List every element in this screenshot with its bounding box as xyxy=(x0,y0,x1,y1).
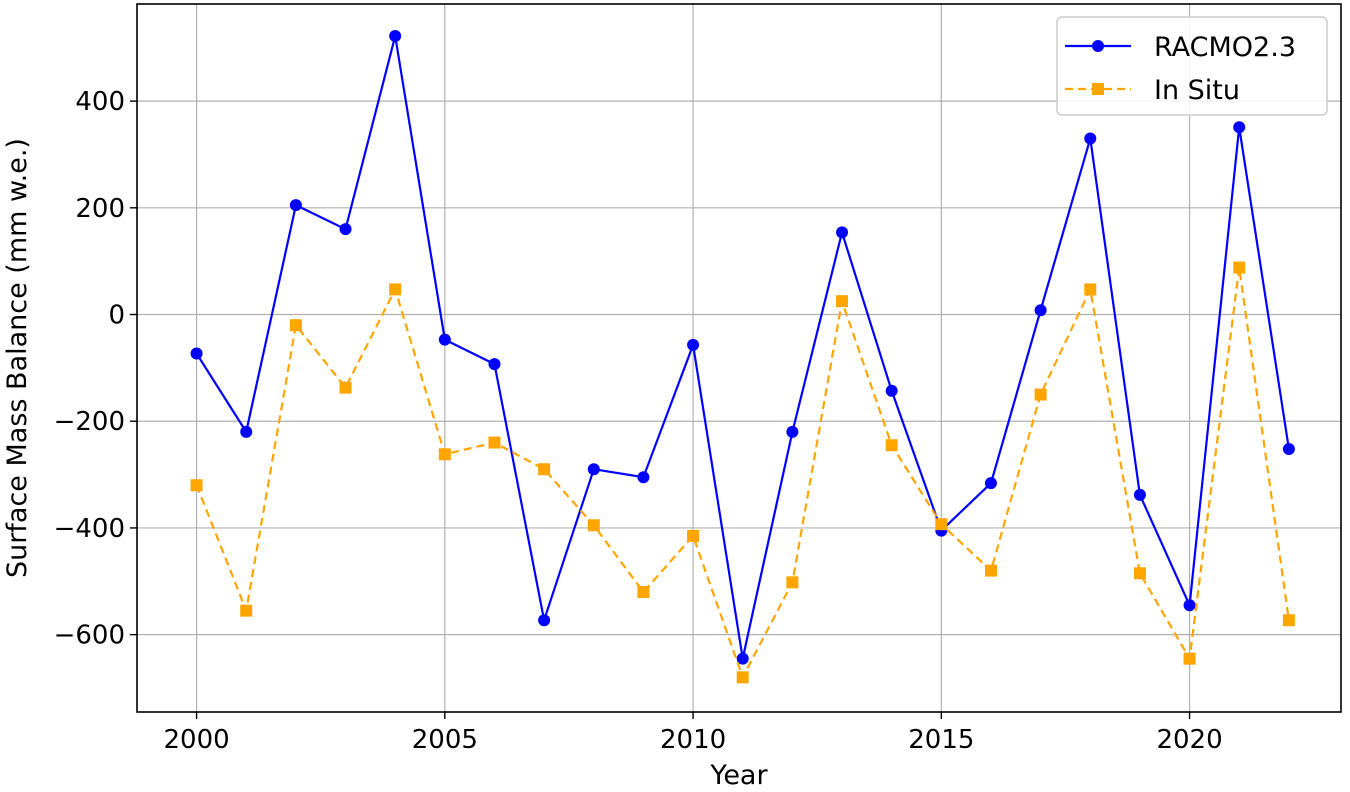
data-point xyxy=(1233,121,1246,134)
data-point xyxy=(587,463,600,476)
data-point xyxy=(587,519,600,532)
legend-marker xyxy=(1092,40,1104,52)
y-tick-label: −200 xyxy=(54,407,125,437)
y-axis-ticks: −600 −400 −200 0 200 400 xyxy=(54,87,137,651)
legend: RACMO2.3 In Situ xyxy=(1056,16,1328,116)
data-point xyxy=(637,471,650,484)
data-point xyxy=(1183,652,1196,665)
data-point xyxy=(1282,442,1295,455)
data-point xyxy=(885,439,898,452)
data-point xyxy=(885,384,898,397)
data-point xyxy=(389,283,402,296)
series-racmo2-3 xyxy=(190,30,1295,665)
data-point xyxy=(538,614,551,627)
data-point xyxy=(488,358,501,371)
data-point xyxy=(1034,388,1047,401)
data-point xyxy=(1282,614,1295,627)
data-point xyxy=(687,338,700,351)
data-point xyxy=(339,223,352,236)
data-point xyxy=(736,652,749,665)
y-tick-label: −400 xyxy=(54,514,125,544)
y-axis-label: Surface Mass Balance (mm w.e.) xyxy=(2,138,33,578)
y-tick-label: 400 xyxy=(75,87,125,117)
series-layer xyxy=(190,30,1295,684)
x-tick-label: 2020 xyxy=(1156,725,1222,755)
y-tick-label: −600 xyxy=(54,621,125,651)
data-point xyxy=(836,295,849,308)
data-point xyxy=(240,604,253,617)
data-point xyxy=(289,319,302,332)
data-point xyxy=(935,518,948,531)
data-point xyxy=(786,425,799,438)
data-point xyxy=(339,381,352,394)
legend-item: In Situ xyxy=(1065,75,1240,106)
y-tick-label: 0 xyxy=(108,301,125,331)
series-line xyxy=(195,35,1290,659)
data-point xyxy=(438,448,451,461)
data-point xyxy=(1084,283,1097,296)
series-in-situ xyxy=(190,261,1295,684)
data-point xyxy=(1034,304,1047,317)
series-line xyxy=(195,267,1290,681)
data-point xyxy=(1183,599,1196,612)
data-point xyxy=(984,477,997,490)
legend-marker xyxy=(1092,83,1104,95)
x-tick-label: 2015 xyxy=(908,725,974,755)
x-tick-label: 2000 xyxy=(163,725,229,755)
legend-label: RACMO2.3 xyxy=(1154,32,1296,63)
data-point xyxy=(389,30,402,43)
x-tick-label: 2010 xyxy=(660,725,726,755)
x-tick-label: 2005 xyxy=(412,725,478,755)
x-axis-ticks: 2000 2005 2010 2015 2020 xyxy=(163,712,1223,755)
y-tick-label: 200 xyxy=(75,194,125,224)
data-point xyxy=(1084,132,1097,145)
data-point xyxy=(637,585,650,598)
data-point xyxy=(438,333,451,346)
data-point xyxy=(190,347,203,360)
data-point xyxy=(687,529,700,542)
legend-box xyxy=(1056,16,1328,116)
plot-frame xyxy=(136,3,1342,713)
data-point xyxy=(190,479,203,492)
data-point xyxy=(1133,488,1146,501)
data-point xyxy=(736,671,749,684)
data-point xyxy=(1233,261,1246,274)
x-axis-label: Year xyxy=(709,760,768,791)
data-point xyxy=(289,199,302,212)
data-point xyxy=(786,576,799,589)
legend-label: In Situ xyxy=(1154,75,1240,106)
data-point xyxy=(1133,567,1146,580)
data-point xyxy=(538,463,551,476)
data-point xyxy=(984,564,997,577)
data-point xyxy=(836,226,849,239)
legend-item: RACMO2.3 xyxy=(1065,32,1296,63)
data-point xyxy=(240,425,253,438)
data-point xyxy=(488,436,501,449)
